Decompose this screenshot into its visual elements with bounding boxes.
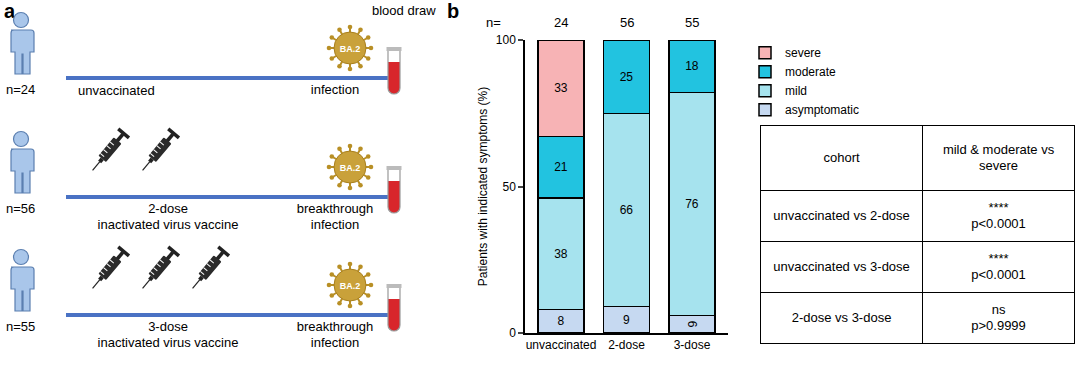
- svg-text:55: 55: [685, 15, 699, 30]
- svg-text:unvaccinated: unvaccinated: [526, 338, 597, 352]
- svg-text:blood draw: blood draw: [372, 3, 436, 18]
- svg-text:21: 21: [554, 160, 568, 174]
- svg-text:n=: n=: [486, 15, 501, 30]
- html-text:mild & moderate vs severe: mild & moderate vs severe: [942, 142, 1055, 173]
- svg-text:Patients with indicated sympto: Patients with indicated symptoms (%): [476, 87, 490, 286]
- svg-text:moderate: moderate: [785, 65, 836, 79]
- svg-text:severe: severe: [785, 46, 821, 60]
- svg-text:2-dose: 2-dose: [148, 201, 188, 216]
- svg-text:inactivated virus vaccine: inactivated virus vaccine: [98, 335, 239, 350]
- svg-text:24: 24: [554, 15, 568, 30]
- svg-text:infection: infection: [311, 335, 359, 350]
- html-text:unvaccinated vs 3-dose: unvaccinated vs 3-dose: [773, 259, 910, 274]
- svg-text:infection: infection: [311, 82, 359, 97]
- svg-text:n=24: n=24: [6, 82, 35, 97]
- svg-text:BA.2: BA.2: [340, 163, 361, 173]
- svg-text:0: 0: [509, 326, 516, 340]
- svg-text:100: 100: [496, 33, 516, 47]
- svg-text:breakthrough: breakthrough: [297, 201, 374, 216]
- svg-text:b: b: [447, 0, 459, 22]
- svg-text:unvaccinated: unvaccinated: [78, 83, 155, 98]
- html-text:ns: ns: [991, 302, 1006, 317]
- svg-text:9: 9: [623, 313, 630, 327]
- svg-text:50: 50: [502, 180, 516, 194]
- svg-text:18: 18: [685, 59, 699, 73]
- html-text:p<0.0001: p<0.0001: [971, 216, 1026, 231]
- svg-text:25: 25: [620, 70, 634, 84]
- svg-text:6: 6: [685, 321, 699, 328]
- svg-text:8: 8: [558, 314, 565, 328]
- svg-text:BA.2: BA.2: [340, 44, 361, 54]
- svg-text:33: 33: [554, 81, 568, 95]
- svg-text:3-dose: 3-dose: [148, 319, 188, 334]
- svg-text:mild: mild: [785, 84, 807, 98]
- html-text:p<0.0001: p<0.0001: [971, 267, 1026, 282]
- svg-text:76: 76: [685, 197, 699, 211]
- svg-text:66: 66: [620, 203, 634, 217]
- svg-text:n=55: n=55: [6, 319, 35, 334]
- svg-text:BA.2: BA.2: [340, 281, 361, 291]
- svg-text:inactivated virus vaccine: inactivated virus vaccine: [98, 217, 239, 232]
- svg-text:breakthrough: breakthrough: [297, 319, 374, 334]
- svg-text:asymptomatic: asymptomatic: [785, 103, 859, 117]
- svg-text:56: 56: [620, 15, 634, 30]
- svg-text:a: a: [4, 0, 16, 22]
- svg-text:n=56: n=56: [6, 201, 35, 216]
- html-text:cohort: cohort: [823, 150, 860, 165]
- html-text:2-dose vs 3-dose: 2-dose vs 3-dose: [791, 310, 892, 325]
- svg-text:38: 38: [554, 247, 568, 261]
- html-text:p>0.9999: p>0.9999: [971, 318, 1026, 333]
- svg-text:2-dose: 2-dose: [608, 338, 645, 352]
- svg-text:3-dose: 3-dose: [674, 338, 711, 352]
- html-text:unvaccinated vs 2-dose: unvaccinated vs 2-dose: [773, 208, 910, 223]
- svg-text:infection: infection: [311, 217, 359, 232]
